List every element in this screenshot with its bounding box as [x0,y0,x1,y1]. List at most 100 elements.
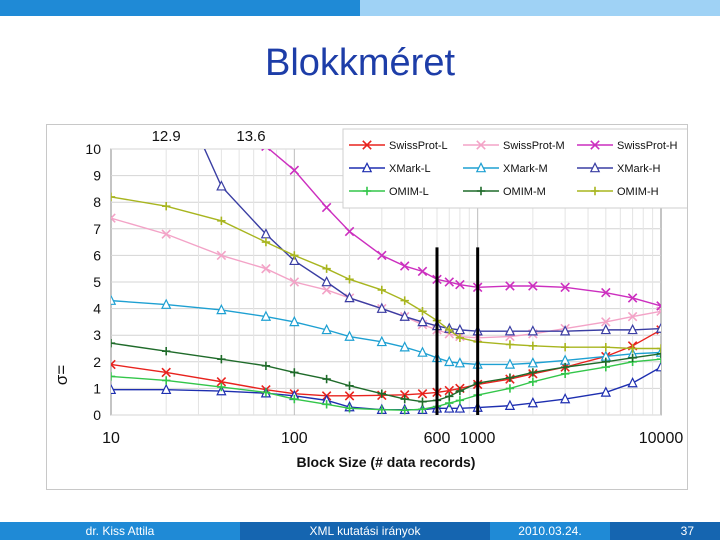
data-point [377,405,387,414]
data-point [656,301,661,311]
data-point [217,382,226,392]
data-point [161,298,172,309]
data-point [216,303,227,315]
data-point [344,226,355,237]
data-point [322,374,331,384]
data-point [376,335,387,347]
data-point [601,357,611,366]
data-point [527,396,539,408]
data-point [600,386,611,397]
data-point [444,277,455,287]
data-point [505,384,515,393]
legend-label: SwissProt-H [617,140,678,152]
data-point [400,406,409,415]
y-tick-label: 10 [85,141,101,157]
data-point [504,399,516,410]
data-point [161,376,171,385]
data-point [505,340,515,349]
data-point [377,250,387,261]
data-point [601,342,611,352]
footer-page-number: 37 [610,522,720,540]
data-point [444,385,455,396]
data-point [627,323,638,335]
data-point [418,397,427,406]
data-point [216,376,227,387]
data-point [161,229,171,239]
data-point [290,394,299,404]
legend-item: OMIM-L [349,186,429,198]
data-point [444,402,455,413]
slide-title: Blokkméret [264,42,456,84]
data-point [290,368,299,377]
data-point [589,161,601,173]
x-axis-title: Block Size (# data records) [297,454,476,470]
data-point [475,161,487,173]
y-tick-label: 5 [93,274,101,290]
data-point [476,186,486,196]
data-point [377,389,387,398]
data-point [559,325,571,336]
data-point [528,341,538,351]
chart-frame: 0 1 2 3 4 5 6 7 8 9 10 10 100 600 1000 10000 Block Size … [46,124,688,490]
data-point [261,149,271,152]
data-point [321,275,332,287]
data-point [528,377,538,386]
line-chart: 0 1 2 3 4 5 6 7 8 9 10 10 100 600 1000 10000 Block Size … [52,128,687,470]
data-point [111,294,117,305]
data-point [344,330,355,341]
data-point [345,404,354,413]
data-point [399,341,410,352]
data-point [399,390,410,400]
legend-item: XMark-L [349,161,431,175]
data-point [400,296,409,305]
data-point [628,344,637,353]
data-point [217,216,226,226]
data-point [260,228,272,239]
data-point [111,338,116,348]
data-point [161,346,171,356]
data-point [289,315,300,327]
data-point [656,349,661,359]
legend-item: XMark-H [577,161,660,175]
y-tick-label: 8 [93,194,101,210]
legend-item: OMIM-M [463,186,546,198]
data-point [376,302,387,313]
series-line [111,358,661,411]
data-point [600,323,611,335]
data-point [455,279,465,290]
data-point [399,261,410,271]
footer-date: 2010.03.24. [490,522,610,540]
data-point [418,404,427,414]
data-point [216,250,227,261]
data-point [528,281,538,291]
series-xmark-h [203,149,661,336]
y-tick-label: 9 [93,168,101,184]
slide-footer: dr. Kiss Attila XML kutatási irányok 201… [0,522,720,540]
data-point [344,291,355,303]
data-point [656,354,661,364]
data-point [345,275,354,284]
legend-label: XMark-H [617,163,660,175]
x-tick-label: 10 [102,430,120,447]
data-point [399,310,410,321]
data-point [528,368,538,377]
y-tick-label: 2 [93,354,101,370]
legend-item: SwissProt-L [349,140,448,152]
data-point [656,344,661,353]
data-point [161,201,171,211]
data-point [261,361,271,370]
data-point [111,192,116,202]
data-point [344,391,355,401]
data-point [217,129,225,137]
data-point [289,165,300,176]
legend-label: SwissProt-L [389,140,448,152]
data-point [560,362,570,372]
y-tick-label: 6 [93,247,101,263]
legend-box [342,128,687,209]
data-point [504,358,516,369]
series-line [111,299,661,366]
data-point [505,281,515,291]
series-line [111,196,661,350]
series-omim-l [111,354,661,415]
legend-label: OMIM-L [389,186,429,198]
